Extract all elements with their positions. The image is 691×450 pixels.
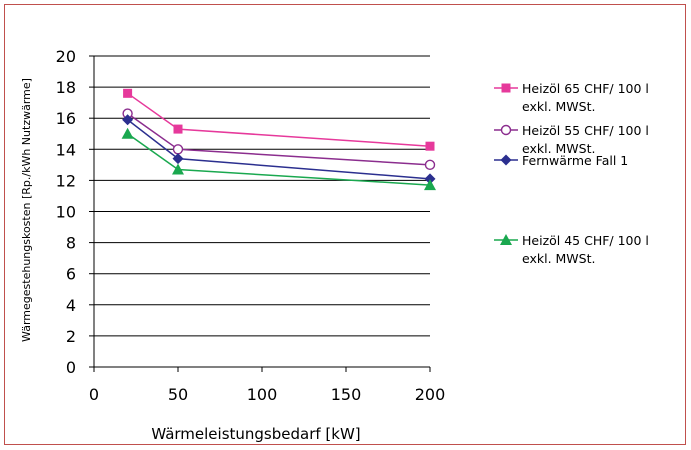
data-point	[172, 163, 184, 175]
legend-marker	[501, 83, 511, 93]
legend-item: Heizöl 45 CHF/ 100 l exkl. MWSt.	[494, 233, 649, 266]
legend-label: exkl. MWSt.	[522, 99, 595, 114]
data-point	[424, 159, 436, 171]
legend-label: exkl. MWSt.	[522, 141, 595, 156]
series-3	[122, 114, 436, 185]
series-group	[121, 88, 436, 191]
data-point	[172, 144, 184, 155]
legend-marker	[500, 234, 512, 245]
data-point	[123, 88, 133, 98]
y-tick-label: 20	[56, 47, 76, 66]
series-4	[121, 127, 436, 191]
legend-marker	[500, 154, 512, 166]
legend-item: Heizöl 65 CHF/ 100 l exkl. MWSt.	[494, 81, 649, 114]
legend-item: Fernwärme Fall 1	[494, 153, 628, 168]
y-tick-label: 10	[56, 203, 76, 222]
legend-label: Heizöl 65 CHF/ 100 l	[522, 81, 649, 96]
x-tick-label: 100	[247, 385, 278, 404]
legend-label: exkl. MWSt.	[522, 251, 595, 266]
y-axis-label: Wärmegestehungskosten [Rp./kWh Nutzwärme…	[20, 78, 33, 342]
legend-label: Fernwärme Fall 1	[522, 153, 628, 168]
y-tick-label: 14	[56, 140, 76, 159]
chart-frame	[4, 4, 686, 445]
data-point	[121, 127, 134, 139]
data-point	[424, 179, 436, 191]
legend-label: Heizöl 45 CHF/ 100 l	[522, 233, 649, 248]
x-tick-label: 50	[168, 385, 188, 404]
y-tick-label: 6	[66, 265, 76, 284]
data-point	[173, 124, 183, 134]
y-tick-label: 4	[66, 296, 76, 315]
legend-label: Heizöl 55 CHF/ 100 l	[522, 123, 649, 138]
series-line	[127, 133, 431, 186]
legend-item: Heizöl 55 CHF/ 100 l exkl. MWSt.	[494, 123, 649, 156]
series-1	[123, 88, 435, 151]
x-axis-label: Wärmeleistungsbedarf [kW]	[151, 425, 360, 443]
gridlines	[94, 55, 430, 368]
y-tick-label: 8	[66, 234, 76, 253]
x-tick-label: 0	[89, 385, 99, 404]
x-tick-label: 150	[331, 385, 362, 404]
y-tick-label: 0	[66, 358, 76, 377]
data-point	[424, 173, 436, 185]
axes	[89, 55, 431, 372]
data-point	[122, 114, 134, 126]
y-tick-label: 12	[56, 171, 76, 190]
y-tick-labels: 0 2 4 6 8 10 12 14 16 18 20	[56, 47, 76, 377]
data-point	[172, 153, 184, 165]
y-tick-label: 2	[66, 327, 76, 346]
data-point	[425, 141, 435, 151]
series-2	[122, 108, 436, 171]
series-line	[127, 112, 431, 166]
series-line	[127, 92, 431, 147]
legend-marker	[500, 124, 512, 136]
x-tick-label: 200	[415, 385, 446, 404]
y-tick-label: 16	[56, 109, 76, 128]
x-tick-labels: 0 50 100 150 200	[89, 385, 445, 404]
y-tick-label: 18	[56, 78, 76, 97]
